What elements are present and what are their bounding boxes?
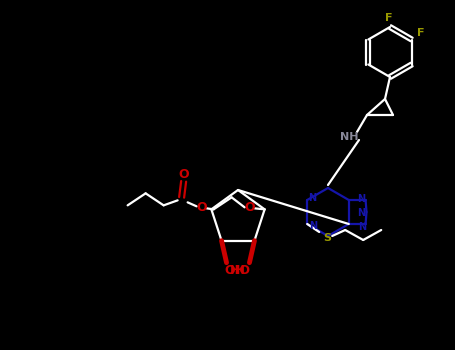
Text: O: O: [196, 201, 207, 214]
Text: NH: NH: [340, 132, 358, 142]
Text: N: N: [309, 221, 317, 231]
Text: F: F: [417, 28, 425, 38]
Text: O: O: [178, 168, 189, 181]
Text: HO: HO: [230, 264, 251, 277]
Text: S: S: [323, 233, 331, 243]
Text: O: O: [244, 201, 255, 214]
Text: N: N: [358, 208, 365, 218]
Text: F: F: [385, 13, 393, 23]
Text: N: N: [359, 222, 367, 232]
Text: N: N: [358, 194, 366, 204]
Text: OH: OH: [224, 264, 245, 277]
Text: N: N: [308, 193, 316, 203]
